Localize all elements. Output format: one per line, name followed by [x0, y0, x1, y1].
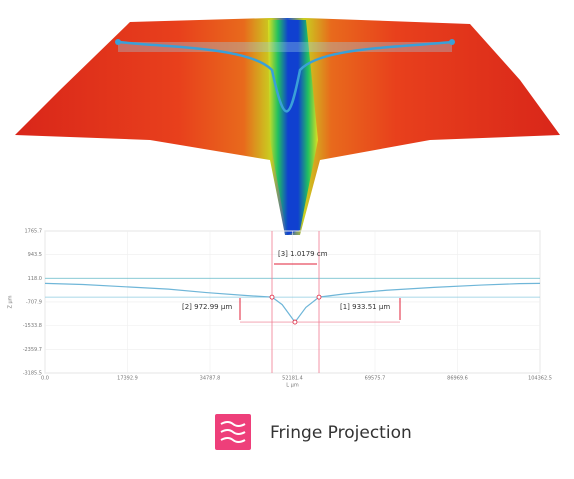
cursor-point — [292, 319, 298, 325]
y-tick-label: 943.5 — [28, 252, 42, 258]
x-tick-label: 69575.7 — [365, 376, 386, 382]
annotation: [2] 972.99 μm — [182, 303, 232, 311]
x-tick-label: 0.0 — [41, 376, 49, 382]
x-tick-label: 104362.5 — [528, 376, 552, 382]
x-axis-label: L μm — [286, 383, 299, 389]
annotation: [1] 933.51 μm — [340, 303, 390, 311]
x-tick-label: 17392.9 — [117, 376, 138, 382]
surface-render — [15, 18, 560, 235]
y-tick-label: 1765.7 — [25, 229, 43, 235]
cursor-point — [316, 294, 322, 300]
y-tick-label: 118.0 — [28, 276, 42, 282]
x-tick-label: 52181.4 — [282, 376, 303, 382]
cursor-point — [269, 294, 275, 300]
x-tick-label: 86969.6 — [447, 376, 468, 382]
y-axis-label: Z μm — [8, 295, 14, 308]
x-tick-label: 34787.8 — [200, 376, 221, 382]
annotation: [3] 1.0179 cm — [278, 250, 328, 258]
y-tick-label: -3185.5 — [23, 371, 42, 377]
profile-chart: 1765.7 943.5 118.0 -707.9 -1533.8 -2359.7 -318… — [8, 229, 552, 389]
y-tick-label: -1533.8 — [23, 323, 42, 329]
y-tick-label: -2359.7 — [23, 347, 42, 353]
measure-arrows — [239, 263, 401, 320]
y-tick-label: -707.9 — [26, 299, 42, 305]
logo — [215, 414, 251, 450]
footer-title: Fringe Projection — [270, 423, 412, 443]
